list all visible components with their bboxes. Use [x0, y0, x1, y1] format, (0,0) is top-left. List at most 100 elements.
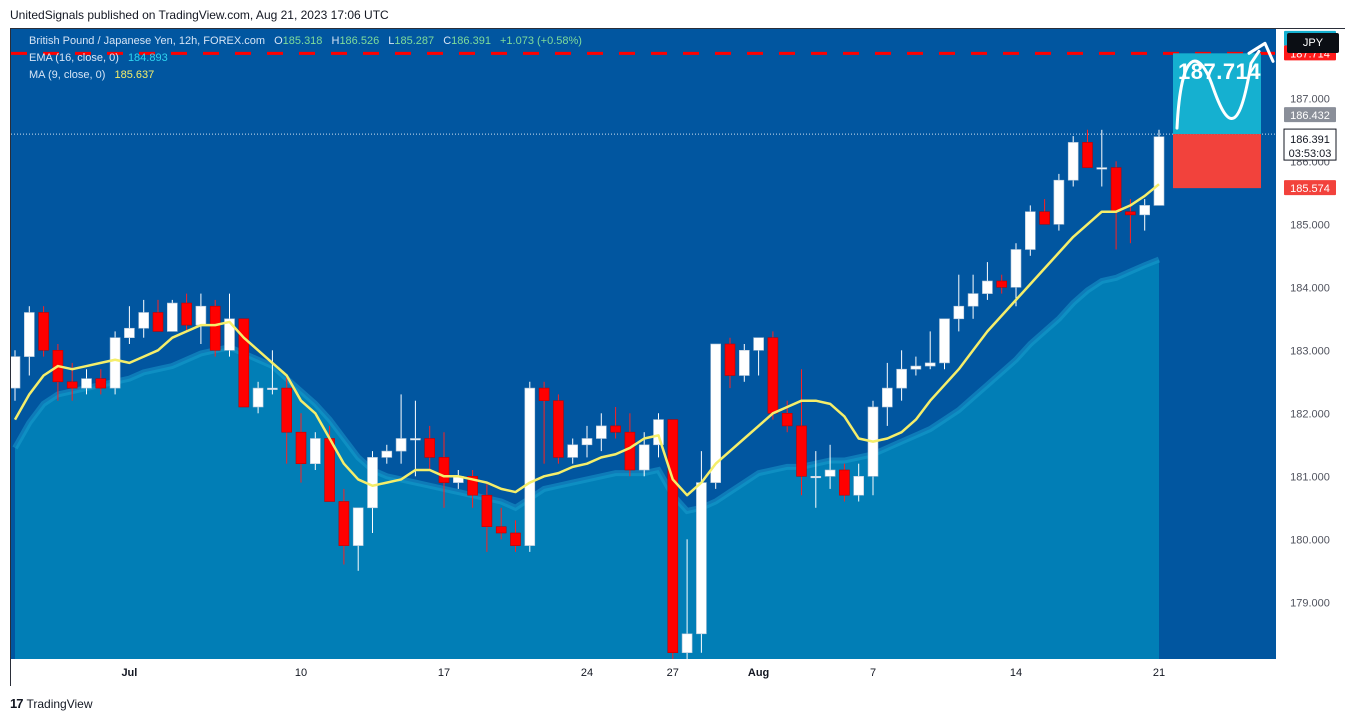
legend-ema-value: 184.893 — [127, 52, 168, 64]
candle — [138, 299, 149, 338]
candle — [1139, 199, 1150, 231]
candle — [1053, 173, 1065, 231]
legend-ma-label: MA (9, close, 0) — [29, 69, 106, 81]
candle — [924, 331, 936, 370]
candle — [796, 369, 807, 496]
candle-body — [438, 457, 450, 483]
candle-body — [295, 431, 307, 465]
candle — [767, 331, 779, 420]
candle — [1153, 129, 1165, 206]
x-tick-label: 14 — [1010, 667, 1022, 679]
candle-body — [11, 356, 21, 389]
y-tick-label: 181.000 — [1290, 471, 1330, 483]
candle-body — [982, 280, 993, 294]
ema-area — [15, 259, 1159, 659]
currency-button[interactable]: JPY — [1287, 33, 1339, 53]
candle-body — [595, 425, 607, 439]
candle-body — [424, 438, 436, 458]
y-tick-label: 182.000 — [1290, 408, 1330, 420]
candle — [667, 419, 679, 659]
candle-body — [138, 312, 149, 329]
candle — [939, 318, 950, 370]
candle — [124, 306, 135, 344]
candle-body — [66, 381, 78, 389]
candle — [896, 350, 907, 401]
stop-zone — [1173, 134, 1261, 189]
candle — [1039, 199, 1050, 225]
forecast-arrowhead — [1247, 41, 1275, 63]
x-tick-label: 7 — [870, 667, 876, 679]
candle — [738, 344, 750, 382]
y-tick-label: 180.000 — [1290, 534, 1330, 546]
candle — [11, 350, 21, 401]
candle — [181, 293, 192, 332]
legend-ma-row: MA (9, close, 0) 185.637 — [29, 69, 154, 81]
candle-body — [124, 327, 135, 338]
candle-body — [495, 526, 507, 534]
candle — [595, 413, 607, 452]
candle — [81, 369, 92, 395]
candle — [953, 274, 965, 332]
candle — [1010, 243, 1022, 307]
legend-symbol-row: British Pound / Japanese Yen, 12h, FOREX… — [29, 35, 582, 47]
candle — [967, 274, 979, 319]
candle — [510, 520, 521, 552]
x-tick-label: 10 — [295, 667, 307, 679]
candle — [109, 331, 121, 395]
candle — [481, 482, 493, 552]
candle-body — [796, 425, 807, 477]
candle — [610, 407, 621, 439]
candle-body — [281, 387, 293, 433]
candle — [996, 274, 1008, 294]
candle — [338, 488, 350, 565]
candle — [753, 337, 764, 376]
candle-body — [767, 337, 779, 414]
candle-body — [324, 438, 335, 502]
y-tick-label: 183.000 — [1290, 345, 1330, 357]
candle — [209, 299, 221, 357]
forecast-wave — [1175, 49, 1261, 130]
candle-body — [1110, 167, 1122, 213]
candle-body — [95, 378, 107, 389]
candle-body — [939, 318, 950, 364]
candle-body — [853, 475, 865, 496]
ma-line — [13, 183, 1160, 497]
candle-body — [567, 444, 579, 458]
legend-change: +1.073 (+0.58%) — [500, 35, 582, 47]
legend-open-label: O — [274, 35, 283, 47]
candle — [467, 470, 478, 508]
candle-body — [1024, 211, 1036, 250]
candle — [267, 350, 278, 395]
candle — [195, 293, 207, 344]
chart-frame[interactable]: 179.000 180.000 181.000 182.000 183.000 184.0… — [10, 28, 1346, 687]
y-tick-label: 179.000 — [1290, 597, 1330, 609]
candle-body — [824, 469, 836, 477]
candle-body — [538, 387, 550, 402]
candle — [424, 425, 436, 470]
x-tick-label: 21 — [1153, 667, 1165, 679]
time-axis — [11, 659, 1276, 687]
last-price-label: 186.391 — [1290, 134, 1330, 146]
candle — [1096, 129, 1108, 187]
candle — [410, 400, 421, 477]
candle-body — [839, 469, 850, 496]
y-tick-label: 184.000 — [1290, 282, 1330, 294]
legend-ema-label: EMA (16, close, 0) — [29, 52, 119, 64]
candle — [881, 362, 893, 426]
y-tick-label: 185.000 — [1290, 219, 1330, 231]
candle — [309, 432, 321, 470]
candle — [252, 381, 264, 414]
candle — [281, 375, 293, 464]
chart-canvas[interactable]: 179.000 180.000 181.000 182.000 183.000 184.0… — [11, 29, 1346, 687]
candle — [1082, 129, 1093, 168]
candle — [38, 306, 49, 357]
candle-body — [710, 343, 722, 483]
candle — [810, 451, 822, 508]
legend-close: 186.391 — [451, 35, 491, 47]
candle-body — [24, 312, 35, 357]
candle-body — [681, 633, 693, 653]
last-price-tag-bg — [1283, 128, 1337, 161]
legend-ema-row: EMA (16, close, 0) 184.893 — [29, 52, 168, 64]
candle-body — [1153, 136, 1165, 206]
candle-body — [1010, 249, 1022, 288]
